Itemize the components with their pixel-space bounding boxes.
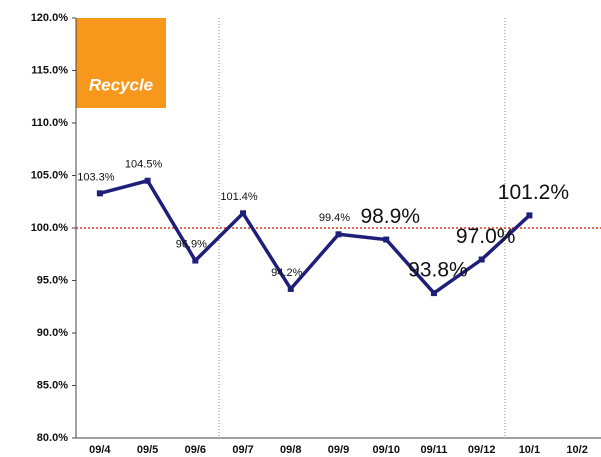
data-label: 96.9% bbox=[176, 238, 207, 250]
point bbox=[526, 212, 533, 219]
data-label: 99.4% bbox=[319, 212, 350, 224]
y-tick-label: 105.0% bbox=[31, 169, 69, 181]
y-tick-label: 80.0% bbox=[37, 432, 68, 444]
x-tick-label: 09/7 bbox=[232, 444, 253, 456]
line bbox=[99, 179, 531, 295]
data-label: 103.3% bbox=[77, 171, 115, 183]
y-tick-label: 110.0% bbox=[31, 117, 68, 129]
data-label: 93.8% bbox=[408, 259, 468, 282]
point bbox=[383, 236, 390, 243]
x-tick-label: 09/11 bbox=[420, 444, 447, 456]
x-tick-label: 09/10 bbox=[372, 444, 400, 456]
y-tick-label: 90.0% bbox=[37, 327, 68, 339]
x-tick-label: 10/2 bbox=[566, 444, 587, 456]
x-tick-label: 09/4 bbox=[89, 444, 111, 456]
point bbox=[240, 210, 247, 217]
y-tick-label: 100.0% bbox=[31, 222, 69, 234]
x-tick-label: 09/12 bbox=[468, 444, 496, 456]
y-tick-label: 85.0% bbox=[37, 379, 68, 391]
data-label: 94.2% bbox=[271, 267, 302, 279]
data-label: 101.4% bbox=[220, 191, 258, 203]
y-tick-label: 120.0% bbox=[31, 12, 69, 24]
x-tick-label: 09/9 bbox=[328, 444, 349, 456]
point bbox=[430, 290, 437, 297]
point bbox=[144, 177, 151, 184]
y-tick-label: 95.0% bbox=[37, 274, 68, 286]
data-label: 104.5% bbox=[125, 159, 163, 171]
logo-text: Recycle bbox=[89, 75, 153, 94]
point bbox=[96, 190, 103, 197]
data-label: 97.0% bbox=[456, 225, 516, 248]
y-tick-label: 115.0% bbox=[31, 64, 68, 76]
logo-box bbox=[76, 18, 166, 108]
x-tick-label: 10/1 bbox=[519, 444, 540, 456]
data-label: 98.9% bbox=[360, 205, 420, 228]
point bbox=[192, 257, 199, 264]
point bbox=[335, 231, 342, 238]
x-tick-label: 09/5 bbox=[137, 444, 158, 456]
data-label: 101.2% bbox=[498, 181, 569, 204]
x-tick-label: 09/6 bbox=[185, 444, 206, 456]
x-tick-label: 09/8 bbox=[280, 444, 301, 456]
point bbox=[287, 285, 294, 292]
point bbox=[478, 256, 485, 263]
